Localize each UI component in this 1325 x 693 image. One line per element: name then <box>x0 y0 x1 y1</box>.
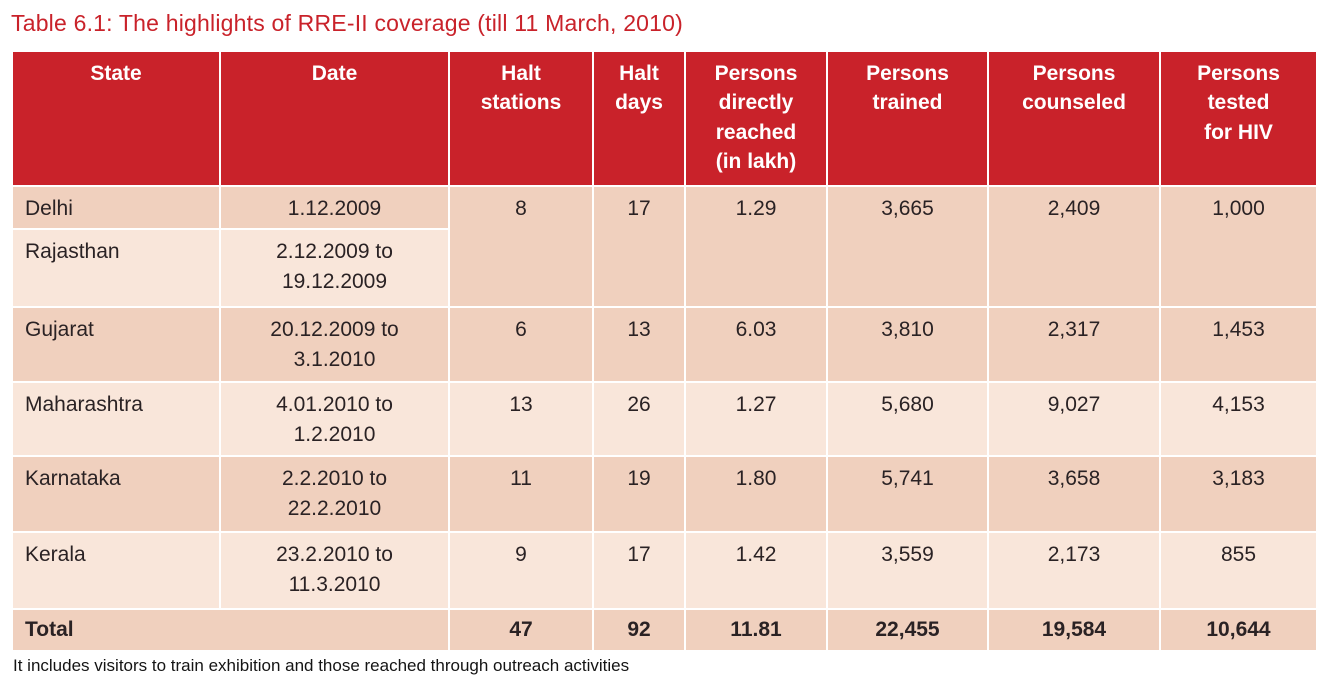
cell-karnataka-counseled: 3,658 <box>987 455 1161 533</box>
cell-rajasthan-state: Rajasthan <box>11 228 221 308</box>
table-title: Table 6.1: The highlights of RRE-II cove… <box>11 10 684 36</box>
column-header-halt-stations: Halt stations <box>448 50 594 187</box>
cell-karnataka-halt-days: 19 <box>592 455 686 533</box>
report-page: Table 6.1: The highlights of RRE-II cove… <box>11 10 1318 675</box>
column-header-state: State <box>11 50 221 187</box>
cell-kerala-state: Kerala <box>11 531 221 610</box>
row-kerala: Kerala 23.2.2010 to 11.3.2010 9 17 1.42 … <box>11 531 1318 610</box>
cell-gujarat-counseled: 2,317 <box>987 306 1161 383</box>
row-delhi: Delhi 1.12.2009 8 17 1.29 3,665 2,409 1,… <box>11 185 1318 308</box>
cell-kerala-tested: 855 <box>1159 531 1318 610</box>
cell-kerala-halt-days: 17 <box>592 531 686 610</box>
cell-delhi-rajasthan-halt-stations: 8 <box>448 185 594 308</box>
cell-karnataka-date: 2.2.2010 to 22.2.2010 <box>219 455 450 533</box>
cell-total-halt-stations: 47 <box>448 608 594 652</box>
cell-gujarat-reached: 6.03 <box>684 306 828 383</box>
row-gujarat: Gujarat 20.12.2009 to 3.1.2010 6 13 6.03… <box>11 306 1318 383</box>
cell-maharashtra-trained: 5,680 <box>826 381 989 457</box>
cell-karnataka-reached: 1.80 <box>684 455 828 533</box>
table-body: Delhi 1.12.2009 8 17 1.29 3,665 2,409 1,… <box>11 185 1318 652</box>
coverage-table: State Date Halt stations Halt days Perso… <box>11 50 1318 652</box>
cell-maharashtra-date: 4.01.2010 to 1.2.2010 <box>219 381 450 457</box>
cell-delhi-state: Delhi <box>11 185 221 230</box>
cell-maharashtra-state: Maharashtra <box>11 381 221 457</box>
cell-gujarat-tested: 1,453 <box>1159 306 1318 383</box>
column-header-persons-reached: Persons directly reached (in lakh) <box>684 50 828 187</box>
column-header-persons-tested: Persons tested for HIV <box>1159 50 1318 187</box>
row-maharashtra: Maharashtra 4.01.2010 to 1.2.2010 13 26 … <box>11 381 1318 457</box>
cell-karnataka-trained: 5,741 <box>826 455 989 533</box>
cell-karnataka-tested: 3,183 <box>1159 455 1318 533</box>
cell-delhi-rajasthan-tested: 1,000 <box>1159 185 1318 308</box>
cell-kerala-trained: 3,559 <box>826 531 989 610</box>
cell-total-label: Total <box>11 608 450 652</box>
cell-total-reached: 11.81 <box>684 608 828 652</box>
cell-rajasthan-date: 2.12.2009 to 19.12.2009 <box>219 228 450 308</box>
cell-kerala-counseled: 2,173 <box>987 531 1161 610</box>
cell-total-counseled: 19,584 <box>987 608 1161 652</box>
row-karnataka: Karnataka 2.2.2010 to 22.2.2010 11 19 1.… <box>11 455 1318 533</box>
cell-karnataka-halt-stations: 11 <box>448 455 594 533</box>
cell-delhi-rajasthan-halt-days: 17 <box>592 185 686 308</box>
cell-total-tested: 10,644 <box>1159 608 1318 652</box>
column-header-date: Date <box>219 50 450 187</box>
cell-total-halt-days: 92 <box>592 608 686 652</box>
cell-kerala-reached: 1.42 <box>684 531 828 610</box>
cell-maharashtra-halt-days: 26 <box>592 381 686 457</box>
cell-delhi-rajasthan-reached: 1.29 <box>684 185 828 308</box>
cell-delhi-date: 1.12.2009 <box>219 185 450 230</box>
cell-maharashtra-tested: 4,153 <box>1159 381 1318 457</box>
column-header-halt-days: Halt days <box>592 50 686 187</box>
cell-karnataka-state: Karnataka <box>11 455 221 533</box>
header-row: State Date Halt stations Halt days Perso… <box>11 50 1318 187</box>
cell-maharashtra-reached: 1.27 <box>684 381 828 457</box>
cell-gujarat-halt-days: 13 <box>592 306 686 383</box>
row-rajasthan: Rajasthan 2.12.2009 to 19.12.2009 <box>11 228 1317 308</box>
cell-total-trained: 22,455 <box>826 608 989 652</box>
row-total: Total 47 92 11.81 22,455 19,584 10,644 <box>11 608 1318 652</box>
cell-gujarat-state: Gujarat <box>11 306 221 383</box>
cell-gujarat-date: 20.12.2009 to 3.1.2010 <box>219 306 450 383</box>
table-header: State Date Halt stations Halt days Perso… <box>11 50 1318 187</box>
cell-kerala-halt-stations: 9 <box>448 531 594 610</box>
cell-gujarat-trained: 3,810 <box>826 306 989 383</box>
column-header-persons-counseled: Persons counseled <box>987 50 1161 187</box>
cell-gujarat-halt-stations: 6 <box>448 306 594 383</box>
cell-maharashtra-halt-stations: 13 <box>448 381 594 457</box>
table-footnote: It includes visitors to train exhibition… <box>13 656 630 675</box>
column-header-persons-trained: Persons trained <box>826 50 989 187</box>
cell-kerala-date: 23.2.2010 to 11.3.2010 <box>219 531 450 610</box>
cell-delhi-rajasthan-counseled: 2,409 <box>987 185 1161 308</box>
cell-maharashtra-counseled: 9,027 <box>987 381 1161 457</box>
cell-delhi-rajasthan-trained: 3,665 <box>826 185 989 308</box>
